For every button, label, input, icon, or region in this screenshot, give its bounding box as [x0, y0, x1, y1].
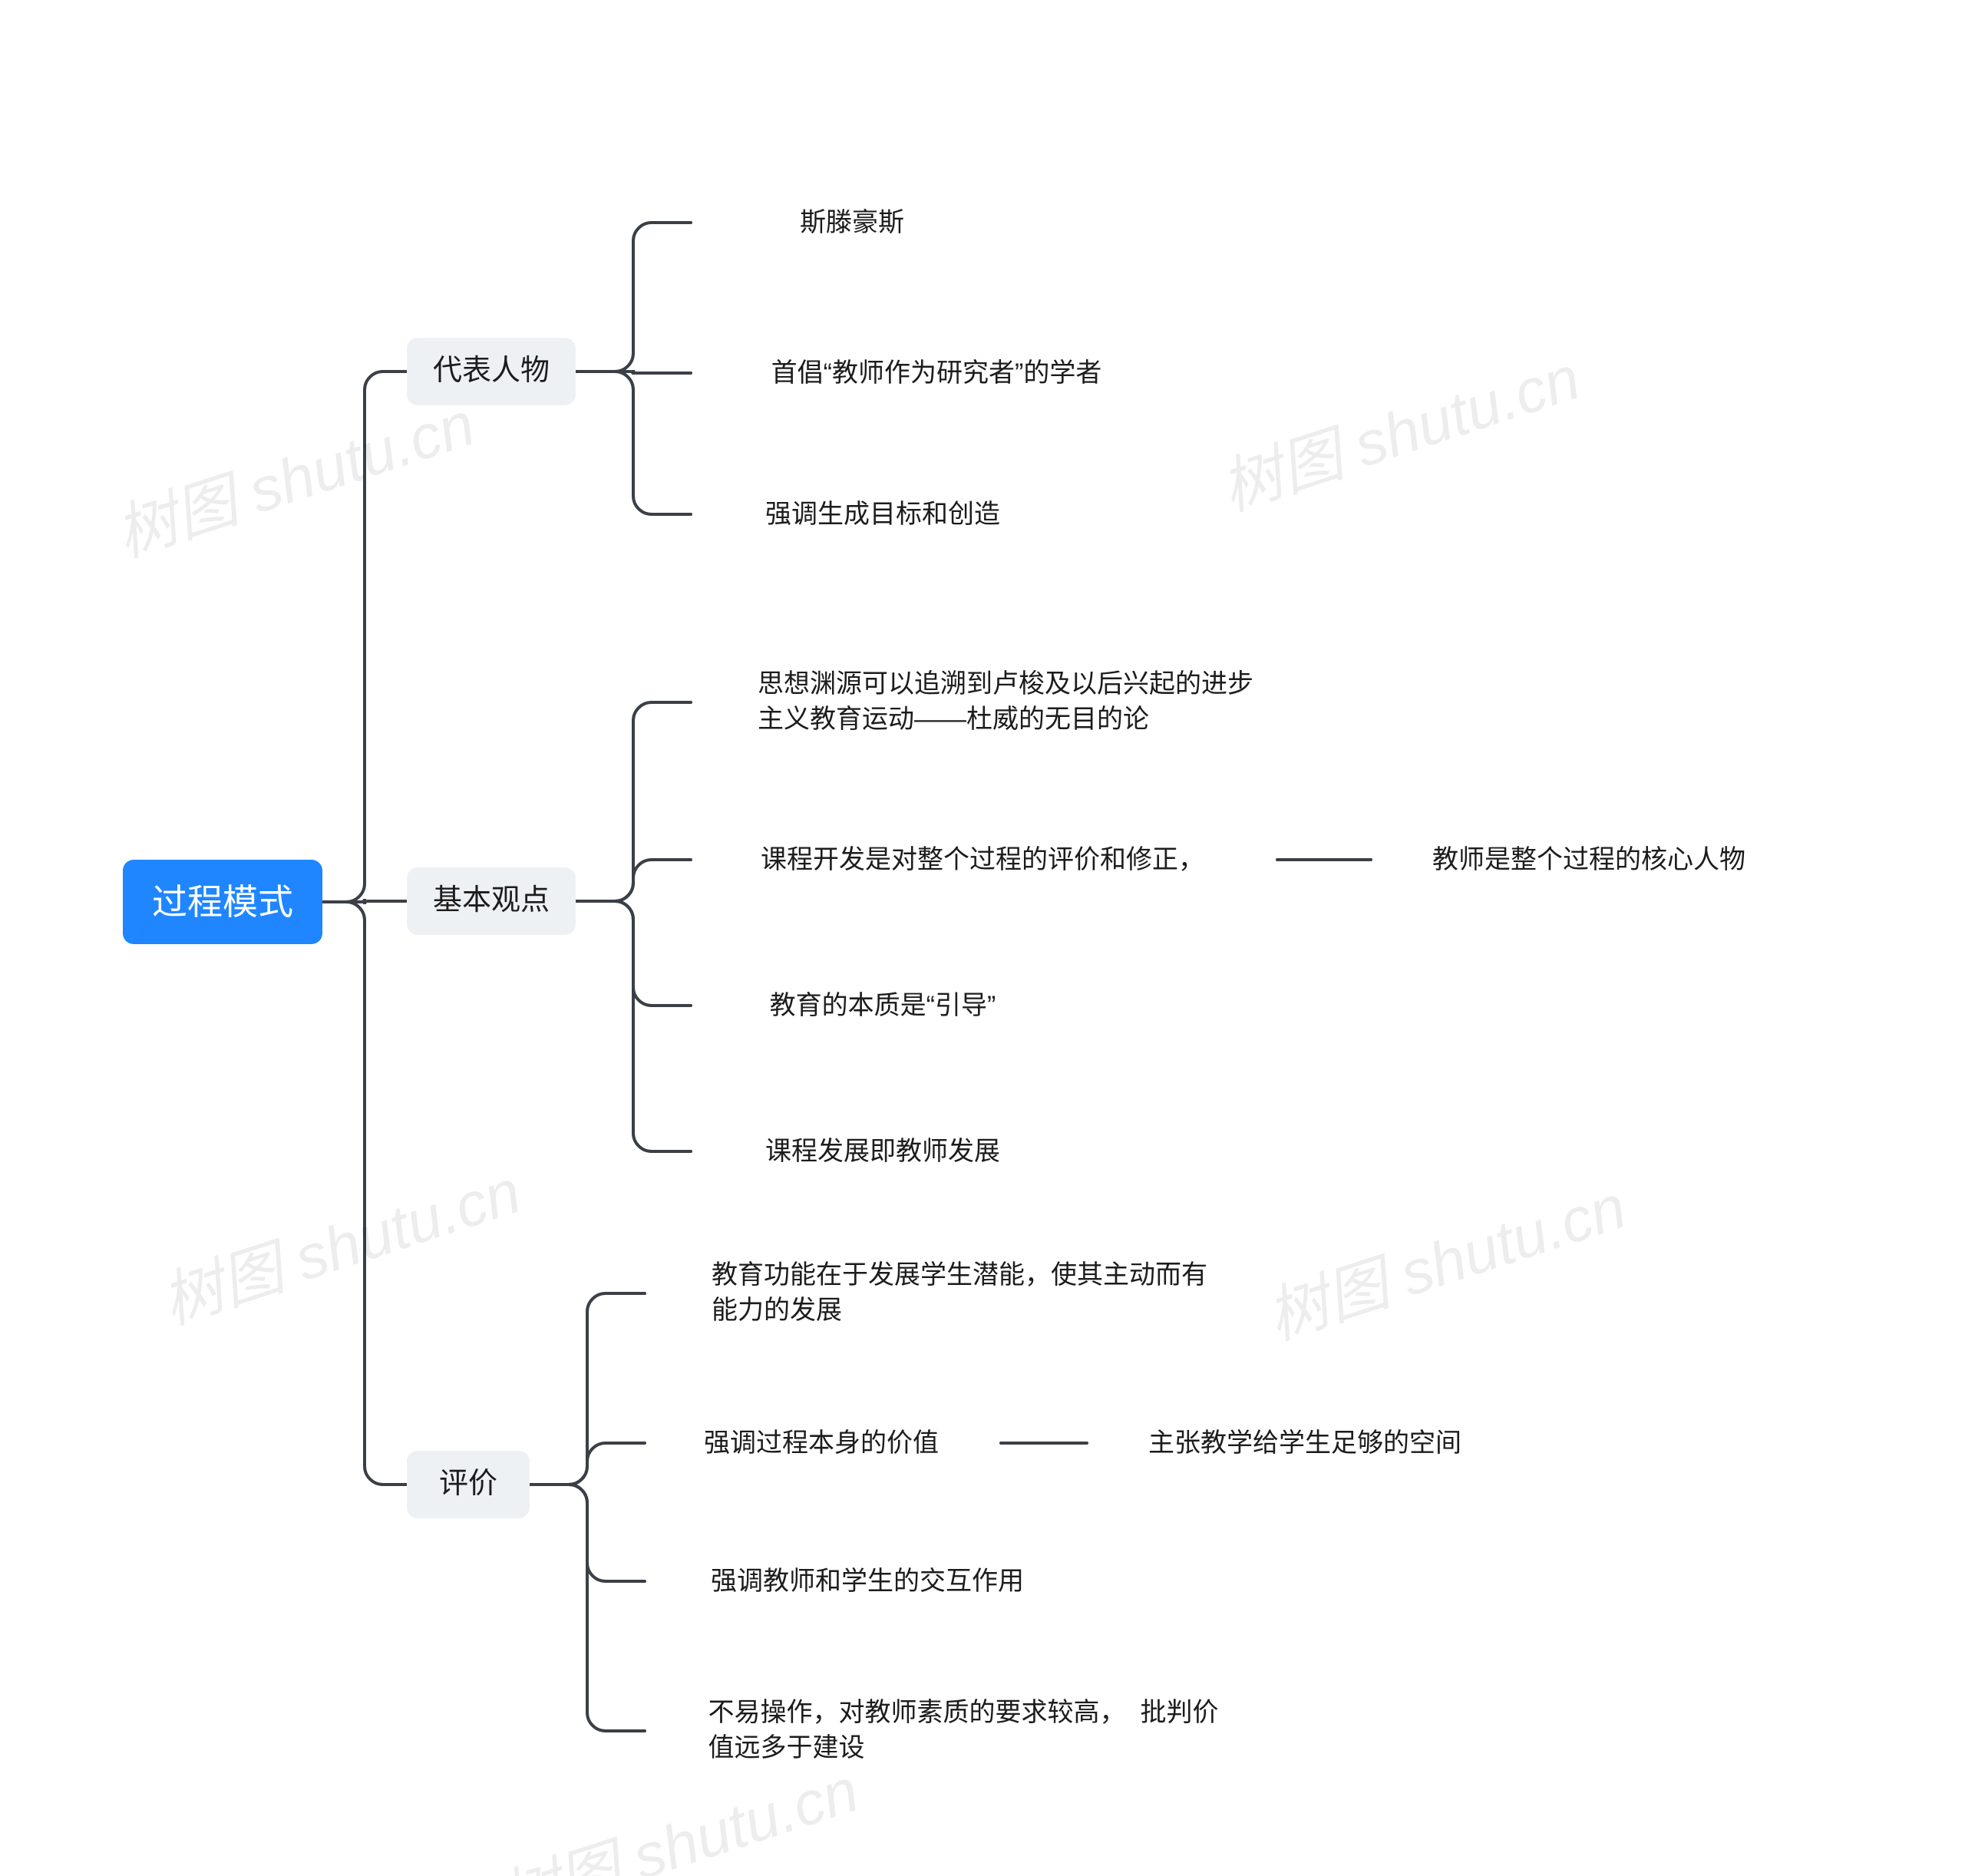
leaf-node: 首倡“教师作为研究者”的学者: [691, 350, 1182, 398]
watermark: 树图 shutu.cn: [1254, 1158, 1636, 1357]
leaf-node: 课程开发是对整个过程的评价和修正，: [691, 837, 1274, 884]
leaf-node: 思想渊源可以追溯到卢梭及以后兴起的进步 主义教育运动——杜威的无目的论: [691, 660, 1320, 745]
watermark: 树图 shutu.cn: [1208, 329, 1590, 528]
branch-node-b1: 代表人物: [407, 338, 576, 405]
root-node: 过程模式: [123, 860, 322, 944]
leaf-node: 强调生成目标和创造: [691, 491, 1075, 539]
leaf-node-sub: 主张教学给学生足够的空间: [1090, 1420, 1520, 1468]
leaf-node: 教育功能在于发展学生潜能，使其主动而有 能力的发展: [645, 1251, 1274, 1336]
leaf-node: 斯滕豪斯: [691, 200, 1013, 247]
branch-node-b2: 基本观点: [407, 867, 576, 935]
leaf-node: 不易操作，对教师素质的要求较高， 批判价 值远多于建设: [645, 1689, 1282, 1773]
watermark: 树图 shutu.cn: [149, 1142, 530, 1342]
leaf-node-sub: 教师是整个过程的核心人物: [1374, 837, 1804, 884]
branch-node-b3: 评价: [407, 1451, 530, 1518]
leaf-node: 强调教师和学生的交互作用: [645, 1558, 1090, 1606]
mindmap-canvas: 过程模式 代表人物 斯滕豪斯首倡“教师作为研究者”的学者强调生成目标和创造基本观点 思…: [0, 0, 1965, 1876]
leaf-node: 教育的本质是“引导”: [691, 983, 1075, 1030]
leaf-node: 课程发展即教师发展: [691, 1128, 1075, 1176]
leaf-node: 强调过程本身的价值: [645, 1420, 998, 1468]
